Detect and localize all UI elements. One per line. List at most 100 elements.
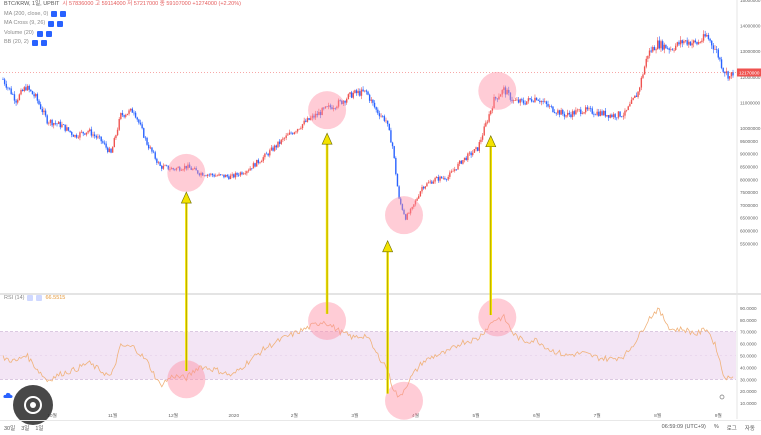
settings-icon[interactable]	[40, 40, 47, 47]
candle-body	[229, 175, 232, 179]
candle-body	[684, 40, 687, 42]
settings-icon[interactable]	[60, 11, 67, 18]
range-30d-button[interactable]: 30일	[4, 426, 16, 432]
candle-body	[368, 94, 371, 101]
indicator-bb[interactable]: BB (20, 2)	[4, 38, 241, 48]
candle-body	[164, 165, 166, 167]
candle-body	[77, 137, 79, 139]
candle-body	[20, 89, 22, 95]
rsi-legend[interactable]: RSI (14) 66.5515	[4, 295, 65, 301]
candle-body	[306, 118, 309, 122]
candle-body	[337, 100, 340, 107]
candle-body	[311, 115, 314, 118]
rsi-label: RSI (14)	[4, 295, 25, 301]
candle-body	[619, 111, 621, 117]
settings-icon[interactable]	[57, 20, 64, 27]
candle-body	[201, 172, 204, 176]
candle-body	[364, 90, 366, 92]
candle-body	[157, 162, 160, 163]
indicator-ma[interactable]: MA (200, close, 0)	[4, 10, 241, 20]
candle-body	[319, 111, 322, 116]
percent-toggle[interactable]: %	[713, 424, 719, 430]
visibility-icon[interactable]	[51, 11, 58, 18]
candle-body	[324, 106, 327, 109]
candle-body	[87, 131, 89, 133]
candle-body	[310, 117, 312, 120]
candle-body	[612, 114, 615, 117]
candle-body	[393, 146, 395, 159]
candle-body	[360, 89, 363, 96]
candle-body	[620, 116, 623, 118]
candle-body	[442, 178, 444, 179]
candle-body	[658, 40, 661, 49]
candle-body	[162, 165, 165, 169]
candle-body	[275, 145, 278, 148]
candle-body	[46, 115, 48, 124]
candle-body	[424, 186, 426, 189]
rsi-tick-label: 50.0000	[740, 354, 757, 359]
log-toggle[interactable]: 로그	[726, 426, 737, 432]
candle-body	[146, 137, 148, 145]
candle-body	[422, 186, 425, 189]
candle-body	[323, 107, 325, 109]
candle-body	[129, 108, 132, 111]
range-3d-button[interactable]: 3일	[21, 426, 30, 432]
candle-body	[508, 89, 510, 93]
candle-body	[15, 100, 17, 103]
candle-body	[681, 40, 683, 44]
candle-body	[648, 50, 651, 56]
candle-body	[288, 132, 291, 135]
price-tick-label: 10000000	[740, 126, 761, 131]
candle-body	[111, 147, 114, 153]
candle-body	[594, 114, 597, 116]
candle-body	[568, 112, 571, 115]
indicator-ma-cross[interactable]: MA Cross (9, 26)	[4, 19, 241, 29]
candle-body	[285, 135, 287, 138]
auto-toggle[interactable]: 자동	[744, 426, 755, 432]
cloud-icon[interactable]	[3, 392, 13, 399]
candle-body	[244, 173, 246, 174]
candle-body	[246, 171, 248, 174]
candle-body	[706, 35, 708, 37]
candle-body	[226, 175, 228, 177]
visibility-icon[interactable]	[36, 30, 43, 37]
symbol-label[interactable]: BTC/KRW, 1일, UPBIT	[4, 1, 60, 7]
candle-body	[699, 42, 701, 43]
candle-body	[468, 152, 471, 154]
candle-body	[10, 88, 12, 95]
candle-body	[624, 110, 626, 116]
visibility-icon[interactable]	[48, 20, 55, 27]
settings-icon[interactable]	[45, 30, 52, 37]
highlight-circle	[308, 301, 347, 340]
candle-body	[62, 124, 65, 126]
price-tick-label: 8500000	[740, 164, 758, 169]
candle-body	[722, 67, 724, 72]
candle-body	[521, 99, 523, 101]
screenshot-button[interactable]	[13, 385, 53, 425]
visibility-icon[interactable]	[31, 40, 38, 47]
candle-body	[321, 107, 323, 116]
candle-body	[49, 119, 52, 123]
candle-body	[241, 172, 243, 175]
candle-body	[208, 174, 210, 176]
candle-body	[267, 153, 269, 156]
candle-body	[454, 169, 456, 171]
range-1d-button[interactable]: 1일	[35, 426, 44, 432]
candle-body	[519, 99, 521, 103]
candle-body	[560, 110, 562, 115]
indicator-volume[interactable]: Volume (20)	[4, 29, 241, 39]
candle-body	[498, 96, 500, 100]
candle-body	[727, 71, 729, 79]
candle-body	[661, 41, 664, 50]
candle-body	[316, 113, 318, 116]
settings-icon[interactable]	[36, 295, 43, 301]
candle-body	[151, 147, 153, 152]
visibility-icon[interactable]	[27, 295, 34, 301]
candle-body	[270, 147, 273, 151]
candle-body	[175, 168, 178, 170]
candle-body	[172, 168, 174, 170]
rsi-tick-label: 90.0000	[740, 306, 757, 311]
candle-body	[391, 142, 394, 147]
